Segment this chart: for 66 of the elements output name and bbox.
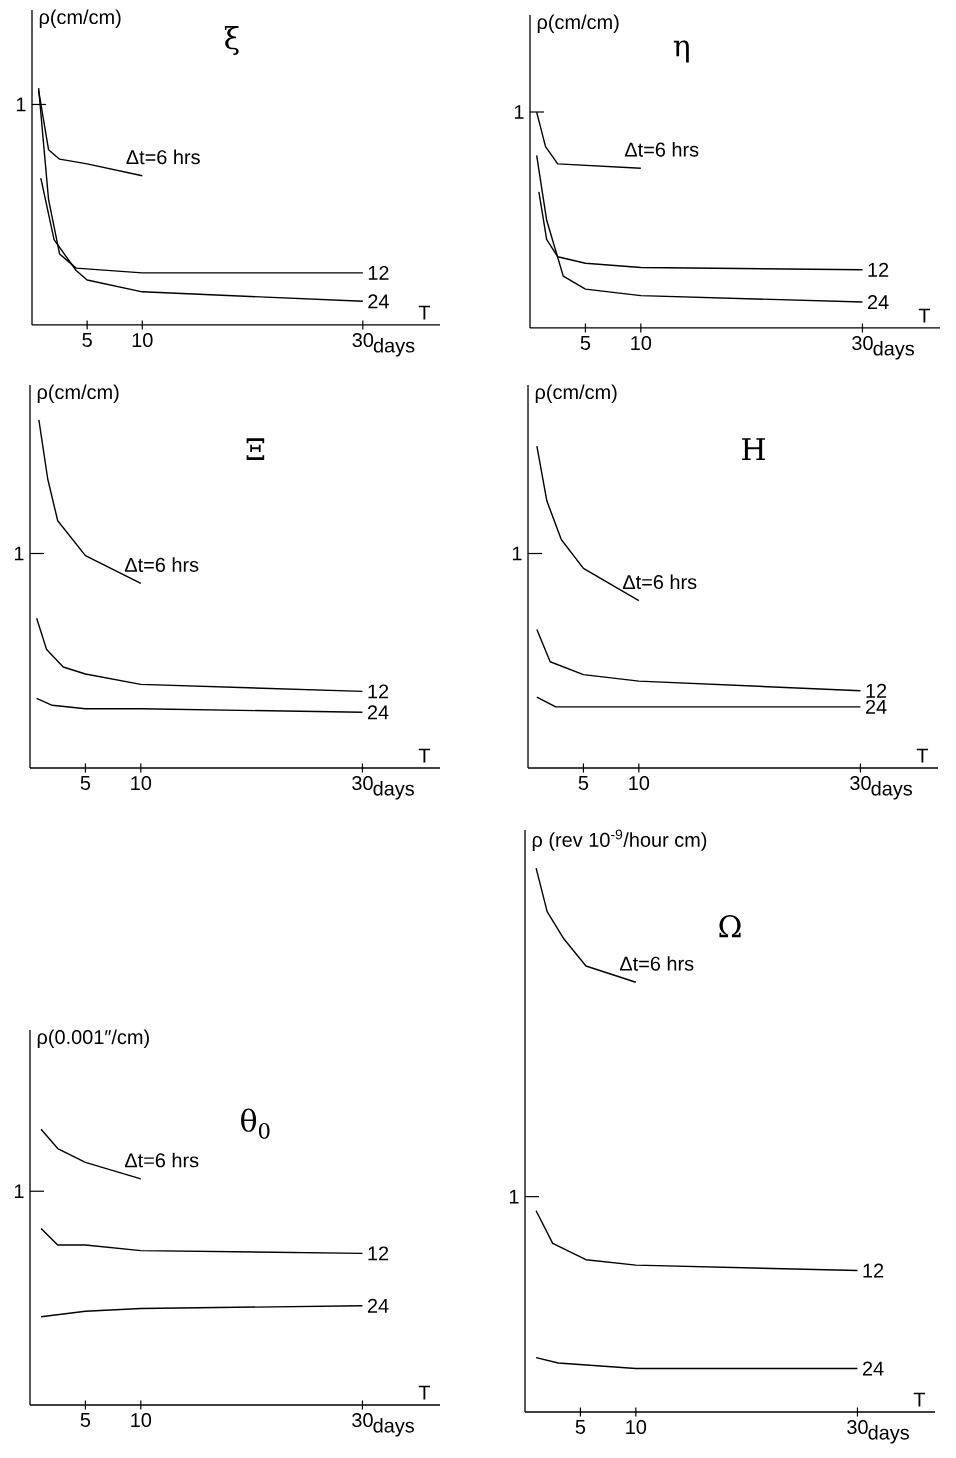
series-label: 24 <box>865 699 887 714</box>
series-label: Δt=6 hrs <box>622 574 697 590</box>
chart-title: θ$_{0}$ <box>241 1108 270 1139</box>
text: days <box>871 781 913 800</box>
text: days <box>873 340 915 360</box>
chart-title: Ξ <box>246 438 265 461</box>
x-tick-label: 5 <box>82 333 92 347</box>
series-label: Δt=6 hrs <box>624 142 699 157</box>
x-axis-title: T <box>916 748 929 763</box>
text: 1 <box>512 546 522 561</box>
series-label: Δt=6 hrs <box>124 1152 199 1168</box>
text: Ω <box>719 914 741 938</box>
x-tick-label: 5 <box>80 776 91 790</box>
y-axis-title: ρ(cm/cm) <box>37 384 119 404</box>
x-tick-label: 10 <box>132 333 153 348</box>
x-tick-label: 10 <box>626 1420 647 1435</box>
series-label: 24 <box>367 705 389 720</box>
x-axis-title: T <box>913 1392 926 1407</box>
x-axis-title: T <box>418 305 431 320</box>
x-tick-label: 30 <box>352 776 373 791</box>
text: 1 <box>14 546 24 561</box>
x-tick-label: 30 <box>352 333 374 348</box>
x-tick-label: 5 <box>575 1420 586 1434</box>
text: 1 <box>16 97 26 112</box>
y-axis-title: ρ(cm/cm) <box>39 9 121 29</box>
text: 1 <box>509 1189 519 1204</box>
y-axis-title: ρ (rev 10$^{-9}$/hour cm) <box>532 829 707 851</box>
text: days <box>868 1425 910 1444</box>
x-tick-label: 10 <box>631 336 652 351</box>
series-label: Δt=6 hrs <box>619 956 694 971</box>
series-label: 12 <box>368 1246 389 1261</box>
x-tick-label: 5 <box>578 776 589 790</box>
series-label: Δt=6 hrs <box>124 557 199 572</box>
x-tick-label: 30 <box>352 1413 373 1428</box>
x-tick-label: 30 <box>847 1420 868 1435</box>
x-tick-label: 30 <box>850 776 871 791</box>
y-axis-title: ρ(cm/cm) <box>535 384 617 404</box>
series-label: Δt=6 hrs <box>126 149 200 165</box>
x-tick-label: 10 <box>131 1413 152 1428</box>
series-label: 24 <box>867 295 889 310</box>
x-tick-label: 30 <box>852 336 873 351</box>
x-tick-label: 10 <box>131 776 152 791</box>
text: days <box>373 337 415 357</box>
text: 1 <box>514 105 524 119</box>
x-tick-label: 10 <box>629 776 650 791</box>
series-label: 12 <box>868 262 889 277</box>
series-label: 24 <box>367 1298 389 1313</box>
chart-title: η <box>673 40 689 63</box>
text: days <box>373 781 414 800</box>
x-axis-title: T <box>418 1385 431 1400</box>
y-axis-title: ρ(0.001″/cm) <box>37 1029 149 1049</box>
chart-title: ξ <box>224 26 239 56</box>
text: 1 <box>14 1184 24 1199</box>
series-label: 24 <box>862 1361 884 1376</box>
x-axis-title: T <box>418 748 431 763</box>
series-label: 12 <box>368 265 389 280</box>
x-tick-label: 5 <box>580 336 591 350</box>
series-label: 12 <box>866 683 887 698</box>
x-axis-title: T <box>918 308 931 323</box>
x-tick-label: 5 <box>80 1413 91 1427</box>
series-label: 12 <box>863 1263 884 1278</box>
chart-title: Η <box>742 438 765 461</box>
series-label: 12 <box>368 684 389 699</box>
y-axis-title: ρ(cm/cm) <box>537 14 619 34</box>
series-label: 24 <box>368 294 389 309</box>
text: days <box>373 1418 414 1437</box>
